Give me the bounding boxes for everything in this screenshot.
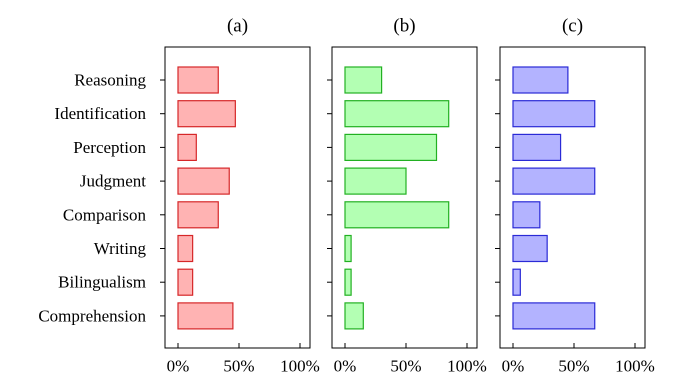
- category-label: Comprehension: [38, 306, 146, 325]
- x-tick-label: 100%: [615, 357, 655, 376]
- bar: [177, 268, 194, 296]
- x-tick-label: 0%: [167, 357, 190, 376]
- bar: [344, 167, 407, 195]
- category-label: Perception: [73, 138, 146, 157]
- bar: [512, 167, 596, 195]
- bar: [344, 100, 450, 128]
- panel-frame: [164, 46, 311, 349]
- x-tick-label: 100%: [447, 357, 487, 376]
- category-label: Writing: [94, 239, 147, 258]
- bar: [512, 268, 521, 296]
- panel-title: (a): [227, 16, 248, 37]
- panel-title: (c): [562, 16, 583, 37]
- category-label: Reasoning: [74, 71, 146, 90]
- bar: [512, 66, 569, 94]
- category-label: Bilingualism: [58, 273, 146, 292]
- panel-frame: [499, 46, 646, 349]
- x-tick-label: 0%: [502, 357, 525, 376]
- bar: [512, 234, 548, 263]
- category-label: Comparison: [63, 205, 147, 224]
- x-tick-label: 50%: [390, 357, 421, 376]
- bar: [512, 100, 596, 128]
- bar: [344, 234, 352, 263]
- panel-title: (b): [393, 16, 415, 37]
- panel-frame: [331, 46, 478, 349]
- bar: [512, 302, 596, 330]
- bar: [512, 133, 562, 161]
- bar: [177, 302, 234, 330]
- bar: [177, 167, 230, 195]
- category-label: Identification: [54, 104, 146, 123]
- x-tick-label: 100%: [280, 357, 320, 376]
- x-tick-label: 50%: [558, 357, 589, 376]
- bar: [344, 201, 450, 229]
- bar: [177, 66, 219, 94]
- bar: [177, 201, 219, 229]
- bar: [344, 268, 352, 296]
- bar: [344, 302, 364, 330]
- x-tick-label: 50%: [223, 357, 254, 376]
- bar: [344, 66, 383, 94]
- bar: [177, 133, 197, 161]
- category-label: Judgment: [80, 172, 146, 191]
- bar: [177, 100, 236, 128]
- bar: [177, 234, 194, 263]
- x-tick-label: 0%: [334, 357, 357, 376]
- bar: [344, 133, 438, 161]
- bar: [512, 201, 541, 229]
